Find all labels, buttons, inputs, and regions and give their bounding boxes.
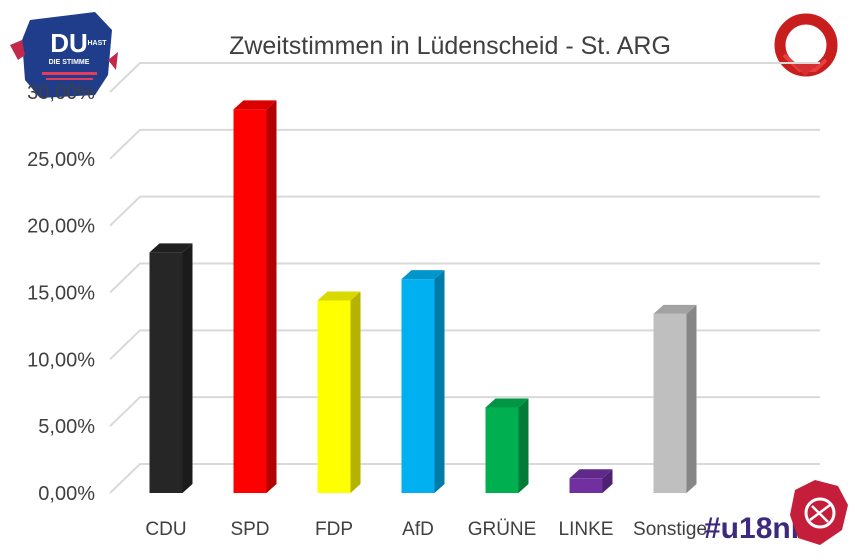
bar-side (602, 469, 613, 493)
bar-spd (233, 100, 277, 494)
bar-side (182, 243, 193, 493)
y-tick-label: 20,00% (27, 216, 95, 238)
bar-front (653, 313, 687, 493)
bar-side (518, 398, 529, 493)
bar-fdp (317, 291, 361, 493)
y-tick-label: 10,00% (27, 349, 95, 371)
logo-text-du: DU (50, 28, 88, 58)
bar-sonstige (653, 304, 697, 493)
y-tick-label: 25,00% (27, 149, 95, 171)
gridline (109, 62, 820, 93)
bar-afd (401, 270, 445, 493)
gridlines (109, 62, 820, 494)
gridline (109, 128, 820, 160)
bar-top (653, 304, 697, 314)
y-tick-label: 15,00% (27, 283, 95, 305)
x-tick-label: FDP (315, 519, 353, 540)
logo-text-die-stimme: DIE STIMME (49, 59, 90, 66)
bar-front (569, 478, 603, 493)
bar-side (350, 291, 361, 493)
du-hast-die-stimme-logo: DU HAST DIE STIMME (10, 12, 118, 98)
gridline (109, 463, 820, 494)
bar-front (485, 407, 519, 493)
gridline (109, 195, 820, 227)
bar-front (401, 279, 435, 493)
bar-top (233, 100, 277, 110)
bar-side (434, 270, 445, 493)
x-tick-label: CDU (145, 519, 186, 540)
x-tick-label: AfD (402, 519, 434, 540)
x-tick-label: GRÜNE (468, 519, 537, 540)
bar-top (485, 398, 529, 408)
bar-cdu (149, 243, 193, 493)
x-axis-labels: CDU SPD FDP AfD GRÜNE LINKE Sonstige (145, 519, 707, 540)
x-tick-label: Sonstige (633, 519, 707, 540)
bar-top (401, 270, 445, 280)
logo-text-hast: HAST (87, 40, 107, 47)
bar-front (149, 252, 183, 493)
bars (149, 100, 697, 494)
gridline (109, 396, 820, 427)
bar-linke (569, 469, 613, 493)
y-axis-ticks: 0,00% 5,00% 10,00% 15,00% 20,00% 25,00% 30,00% (27, 82, 95, 505)
bar-front (317, 300, 351, 493)
bar-side (686, 304, 697, 493)
red-ring-logo (774, 13, 838, 77)
gridline (109, 329, 820, 361)
y-tick-label: 0,00% (38, 483, 95, 505)
nrw-stamp-logo (790, 480, 848, 545)
bar-side (266, 100, 277, 494)
x-tick-label: SPD (230, 519, 269, 540)
bar-top (569, 469, 613, 479)
gridline (109, 262, 820, 294)
y-tick-label: 5,00% (38, 416, 95, 438)
bar-front (233, 109, 267, 494)
chart-title: Zweitstimmen in Lüdenscheid - St. ARG (229, 32, 671, 60)
y-tick-label: 30,00% (27, 82, 95, 104)
bar-top (317, 291, 361, 301)
bar-top (149, 243, 193, 253)
bar-grüne (485, 398, 529, 493)
x-tick-label: LINKE (559, 519, 614, 540)
